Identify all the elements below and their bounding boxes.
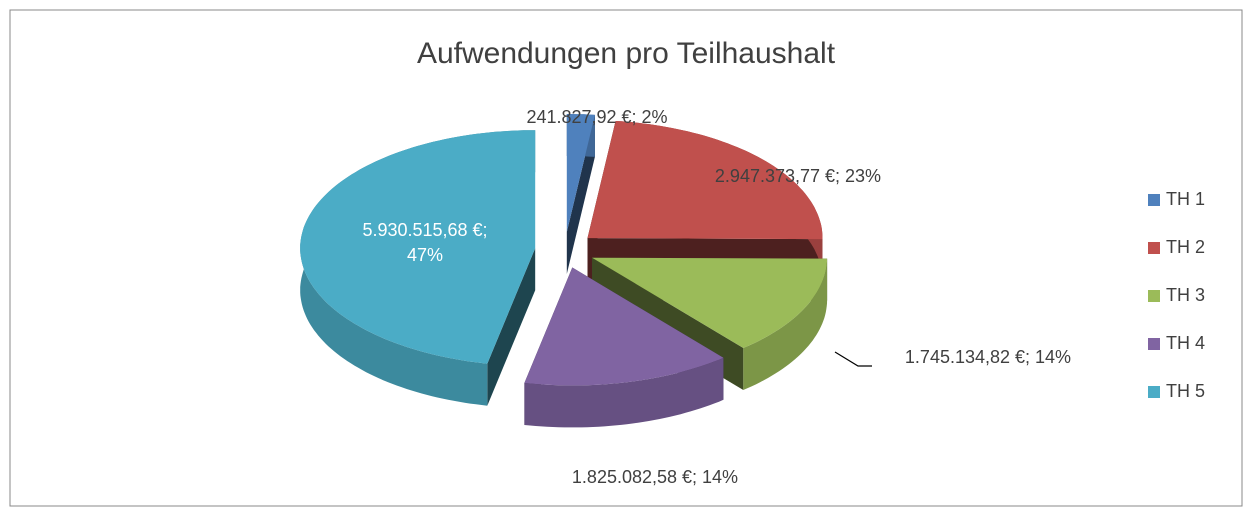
- data-label: 5.930.515,68 €; 47%: [362, 220, 487, 265]
- slice-top: [587, 121, 823, 240]
- label-line: 47%: [407, 245, 443, 265]
- chart-title: Aufwendungen pro Teilhaushalt: [417, 37, 836, 70]
- slice-top: [524, 267, 724, 386]
- legend-swatch: [1148, 338, 1160, 350]
- slice-top: [566, 114, 595, 232]
- legend-label: TH 4: [1166, 333, 1205, 353]
- legend-swatch: [1148, 242, 1160, 254]
- data-label: 1.825.082,58 €; 14%: [572, 467, 738, 487]
- data-label: 241.827,92 €; 2%: [526, 107, 667, 127]
- pie-slice: [524, 267, 724, 428]
- data-label: 1.745.134,82 €; 14%: [905, 347, 1071, 367]
- slice-wall: [743, 258, 828, 390]
- legend-swatch: [1148, 194, 1160, 206]
- pie-slice: [300, 130, 536, 406]
- legend-label: TH 5: [1166, 381, 1205, 401]
- slice-top: [300, 130, 536, 364]
- legend-label: TH 3: [1166, 285, 1205, 305]
- legend-label: TH 1: [1166, 189, 1205, 209]
- legend-label: TH 2: [1166, 237, 1205, 257]
- slice-wall: [524, 357, 724, 428]
- slice-side: [487, 248, 536, 406]
- pie-slice: [566, 114, 595, 275]
- leader-line: [834, 351, 872, 367]
- legend-swatch: [1148, 290, 1160, 302]
- slice-top: [592, 257, 828, 348]
- legend-swatch: [1148, 386, 1160, 398]
- label-line: 5.930.515,68 €;: [362, 220, 487, 240]
- data-label: 2.947.373,77 €; 23%: [715, 166, 881, 186]
